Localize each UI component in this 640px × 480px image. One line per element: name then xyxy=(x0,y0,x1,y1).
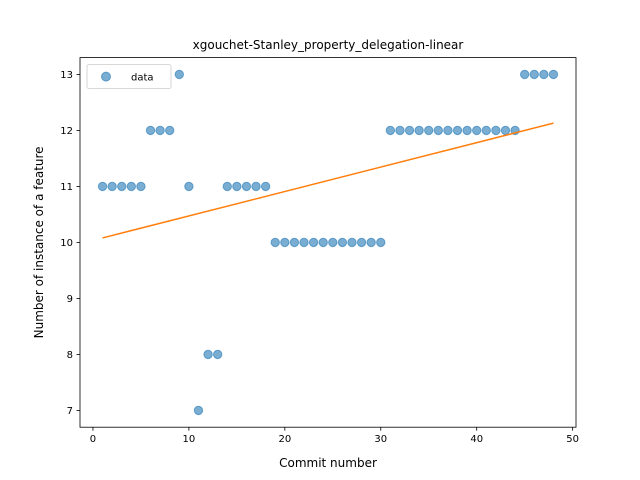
data-point xyxy=(117,181,127,192)
data-point xyxy=(395,125,405,136)
data-point xyxy=(222,181,232,192)
data-point xyxy=(184,181,194,192)
data-point xyxy=(548,69,559,80)
data-point xyxy=(356,237,367,248)
data-point xyxy=(452,125,463,136)
x-tick-label: 40 xyxy=(470,434,483,445)
data-point xyxy=(289,237,300,248)
legend: data xyxy=(86,64,172,89)
legend-box xyxy=(86,64,172,89)
data-point xyxy=(126,181,137,192)
data-point xyxy=(232,181,242,192)
x-tick-label: 30 xyxy=(374,434,387,445)
legend-marker-data xyxy=(101,71,111,82)
data-point xyxy=(212,349,223,360)
x-axis-label: Commit number xyxy=(279,456,377,470)
data-point xyxy=(481,125,491,136)
data-point xyxy=(443,125,453,136)
data-point xyxy=(385,125,396,136)
y-tick-label: 12 xyxy=(60,126,73,137)
data-point xyxy=(539,69,549,80)
data-point xyxy=(308,237,319,248)
data-point xyxy=(519,69,530,80)
y-tick-label: 13 xyxy=(60,70,73,81)
data-point xyxy=(404,125,415,136)
y-axis-ticks: 7 8 9 10 11 12 13 xyxy=(60,70,80,417)
data-point xyxy=(366,237,376,248)
x-axis-ticks: 0 10 20 30 40 50 xyxy=(90,427,579,445)
data-point xyxy=(241,181,252,192)
data-point xyxy=(491,125,501,136)
x-tick-label: 0 xyxy=(90,434,96,445)
x-tick-label: 50 xyxy=(566,434,579,445)
data-point xyxy=(462,125,472,136)
data-point xyxy=(299,237,309,248)
data-point xyxy=(136,181,146,192)
x-tick-label: 20 xyxy=(278,434,291,445)
y-tick-label: 11 xyxy=(60,182,73,193)
y-tick-label: 10 xyxy=(60,238,73,249)
data-point xyxy=(260,181,271,192)
data-point xyxy=(433,125,444,136)
data-point xyxy=(529,69,539,80)
data-point xyxy=(280,237,290,248)
y-axis-label: Number of instance of a feature xyxy=(32,146,46,338)
data-point xyxy=(107,181,117,192)
x-tick-label: 10 xyxy=(183,434,196,445)
plot-marks xyxy=(97,69,559,416)
data-point xyxy=(145,125,156,136)
y-tick-label: 8 xyxy=(67,350,73,361)
data-point xyxy=(174,69,184,80)
data-point xyxy=(97,181,108,192)
data-point xyxy=(318,237,328,248)
data-point xyxy=(472,125,482,136)
fit-line xyxy=(102,122,554,239)
data-point xyxy=(500,125,511,136)
data-point xyxy=(337,237,348,248)
chart-title: xgouchet-Stanley_property_delegation-lin… xyxy=(193,38,464,52)
data-point xyxy=(376,237,386,248)
data-point xyxy=(424,125,434,136)
legend-label-data: data xyxy=(131,73,154,84)
data-point xyxy=(328,237,338,248)
data-point xyxy=(347,237,357,248)
data-point xyxy=(251,181,261,192)
data-point xyxy=(165,125,175,136)
data-point xyxy=(193,405,204,416)
data-point xyxy=(414,125,424,136)
y-tick-label: 9 xyxy=(67,294,73,305)
y-tick-label: 7 xyxy=(67,406,73,417)
data-point xyxy=(270,237,280,248)
data-point xyxy=(203,349,213,360)
data-point xyxy=(155,125,165,136)
